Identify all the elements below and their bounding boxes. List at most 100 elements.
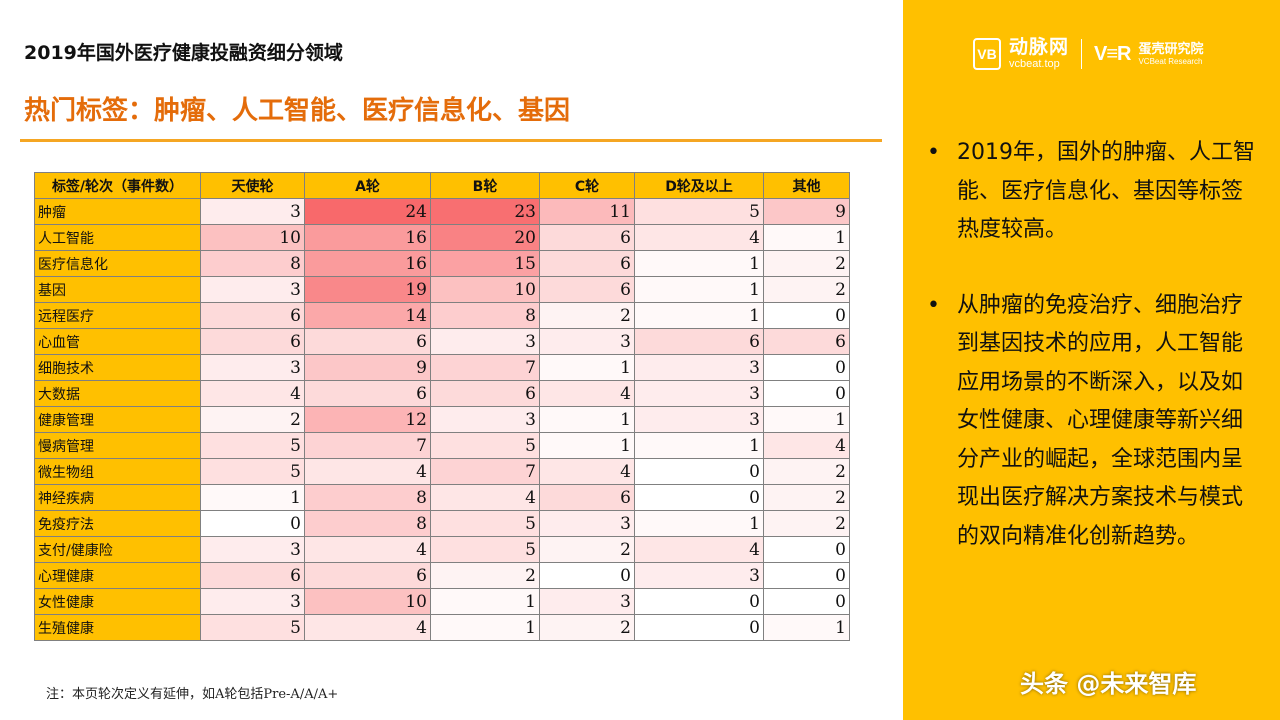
cell-series-c: 3 bbox=[539, 328, 635, 355]
header-label-col: 标签/轮次（事件数） bbox=[34, 172, 201, 199]
cell-series-a: 9 bbox=[304, 354, 431, 381]
vcbeat-logo-icon: VB bbox=[973, 38, 1001, 70]
cell-other: 2 bbox=[763, 510, 850, 537]
bullet-dot-icon: • bbox=[927, 292, 940, 318]
table-row: 心血管 6 6 3 3 6 6 bbox=[34, 328, 850, 355]
cell-series-a: 6 bbox=[304, 380, 431, 407]
table-row: 健康管理 2 12 3 1 3 1 bbox=[34, 406, 850, 433]
cell-series-b: 15 bbox=[430, 250, 540, 277]
header-other: 其他 bbox=[763, 172, 850, 199]
cell-other: 0 bbox=[763, 562, 850, 589]
cell-series-d-plus: 0 bbox=[634, 588, 764, 615]
header-series-a: A轮 bbox=[304, 172, 431, 199]
table-row: 慢病管理 5 7 5 1 1 4 bbox=[34, 432, 850, 459]
table-row: 女性健康 3 10 1 3 0 0 bbox=[34, 588, 850, 615]
title-divider bbox=[20, 139, 882, 142]
table-row: 医疗信息化 8 16 15 6 1 2 bbox=[34, 250, 850, 277]
row-label: 基因 bbox=[34, 276, 201, 303]
row-label: 女性健康 bbox=[34, 588, 201, 615]
cell-series-b: 7 bbox=[430, 354, 540, 381]
cell-angel: 6 bbox=[200, 302, 305, 329]
row-label: 神经疾病 bbox=[34, 484, 201, 511]
page-subtitle: 热门标签：肿瘤、人工智能、医疗信息化、基因 bbox=[24, 96, 571, 126]
cell-angel: 3 bbox=[200, 276, 305, 303]
cell-series-c: 3 bbox=[539, 510, 635, 537]
cell-series-d-plus: 0 bbox=[634, 458, 764, 485]
cell-series-a: 16 bbox=[304, 224, 431, 251]
cell-series-b: 23 bbox=[430, 198, 540, 225]
cell-series-a: 4 bbox=[304, 458, 431, 485]
cell-angel: 2 bbox=[200, 406, 305, 433]
cell-angel: 3 bbox=[200, 588, 305, 615]
cell-angel: 0 bbox=[200, 510, 305, 537]
row-label: 人工智能 bbox=[34, 224, 201, 251]
table-row: 人工智能 10 16 20 6 4 1 bbox=[34, 224, 850, 251]
cell-series-b: 3 bbox=[430, 406, 540, 433]
cell-series-d-plus: 0 bbox=[634, 614, 764, 641]
table-row: 支付/健康险 3 4 5 2 4 0 bbox=[34, 536, 850, 563]
row-label: 心理健康 bbox=[34, 562, 201, 589]
table-row: 神经疾病 1 8 4 6 0 2 bbox=[34, 484, 850, 511]
header-angel: 天使轮 bbox=[200, 172, 305, 199]
bullet-text: 从肿瘤的免疫治疗、细胞治疗到基因技术的应用，人工智能应用场景的不断深入，以及如女… bbox=[957, 292, 1244, 549]
cell-series-d-plus: 1 bbox=[634, 432, 764, 459]
cell-angel: 10 bbox=[200, 224, 305, 251]
cell-series-b: 5 bbox=[430, 432, 540, 459]
cell-series-c: 1 bbox=[539, 354, 635, 381]
cell-other: 1 bbox=[763, 224, 850, 251]
cell-other: 4 bbox=[763, 432, 850, 459]
cell-series-d-plus: 1 bbox=[634, 250, 764, 277]
row-label: 医疗信息化 bbox=[34, 250, 201, 277]
cell-series-d-plus: 5 bbox=[634, 198, 764, 225]
cell-series-c: 4 bbox=[539, 380, 635, 407]
row-label: 肿瘤 bbox=[34, 198, 201, 225]
vbr-logo-icon: V≡R bbox=[1094, 42, 1131, 65]
cell-series-b: 5 bbox=[430, 510, 540, 537]
summary-panel: VB 动脉网 vcbeat.top V≡R 蛋壳研究院 VCBeat Resea… bbox=[903, 0, 1280, 720]
table-header-row: 标签/轮次（事件数） 天使轮 A轮 B轮 C轮 D轮及以上 其他 bbox=[34, 172, 850, 199]
cell-other: 2 bbox=[763, 484, 850, 511]
cell-series-c: 1 bbox=[539, 406, 635, 433]
table-row: 基因 3 19 10 6 1 2 bbox=[34, 276, 850, 303]
cell-series-d-plus: 6 bbox=[634, 328, 764, 355]
cell-other: 2 bbox=[763, 276, 850, 303]
cell-angel: 3 bbox=[200, 536, 305, 563]
cell-series-b: 3 bbox=[430, 328, 540, 355]
header-series-b: B轮 bbox=[430, 172, 540, 199]
vbr-name: 蛋壳研究院 bbox=[1138, 41, 1204, 57]
bullet-text: 2019年，国外的肿瘤、人工智能、医疗信息化、基因等标签热度较高。 bbox=[957, 140, 1255, 242]
table-row: 远程医疗 6 14 8 2 1 0 bbox=[34, 302, 850, 329]
cell-angel: 6 bbox=[200, 328, 305, 355]
cell-series-c: 2 bbox=[539, 614, 635, 641]
cell-series-c: 11 bbox=[539, 198, 635, 225]
cell-series-a: 8 bbox=[304, 510, 431, 537]
cell-series-c: 2 bbox=[539, 536, 635, 563]
cell-series-b: 20 bbox=[430, 224, 540, 251]
row-label: 慢病管理 bbox=[34, 432, 201, 459]
cell-series-b: 10 bbox=[430, 276, 540, 303]
page-title: 2019年国外医疗健康投融资细分领域 bbox=[24, 42, 343, 64]
cell-other: 9 bbox=[763, 198, 850, 225]
cell-series-b: 4 bbox=[430, 484, 540, 511]
row-label: 远程医疗 bbox=[34, 302, 201, 329]
row-label: 细胞技术 bbox=[34, 354, 201, 381]
vbr-logo-text: 蛋壳研究院 VCBeat Research bbox=[1138, 43, 1203, 66]
cell-angel: 3 bbox=[200, 198, 305, 225]
cell-series-d-plus: 0 bbox=[634, 484, 764, 511]
cell-other: 0 bbox=[763, 588, 850, 615]
vcbeat-logo-text: 动脉网 vcbeat.top bbox=[1009, 38, 1069, 70]
vbr-en-name: VCBeat Research bbox=[1138, 56, 1203, 66]
cell-angel: 1 bbox=[200, 484, 305, 511]
cell-series-c: 6 bbox=[539, 276, 635, 303]
cell-series-d-plus: 3 bbox=[634, 562, 764, 589]
watermark: 头条 @未来智库 bbox=[1020, 670, 1197, 698]
cell-series-a: 8 bbox=[304, 484, 431, 511]
cell-angel: 8 bbox=[200, 250, 305, 277]
cell-angel: 4 bbox=[200, 380, 305, 407]
cell-series-a: 4 bbox=[304, 614, 431, 641]
cell-series-d-plus: 3 bbox=[634, 354, 764, 381]
cell-series-a: 7 bbox=[304, 432, 431, 459]
cell-series-d-plus: 1 bbox=[634, 302, 764, 329]
summary-bullets: • 2019年，国外的肿瘤、人工智能、医疗信息化、基因等标签热度较高。 • 从肿… bbox=[927, 134, 1257, 593]
cell-other: 1 bbox=[763, 406, 850, 433]
